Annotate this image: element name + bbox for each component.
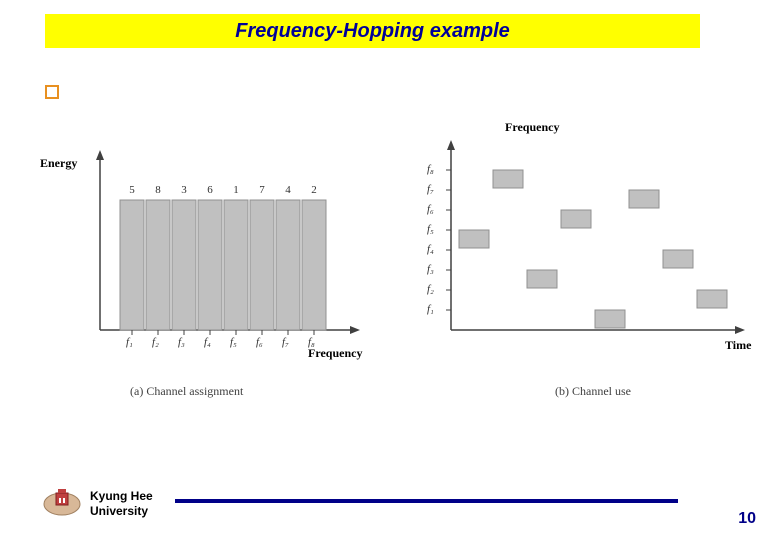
bar-tick-label: f₈ (308, 336, 315, 348)
bar-top-label: 2 (304, 184, 324, 196)
chart-a-xlabel: Frequency (308, 346, 362, 361)
bullet-icon (45, 85, 59, 99)
subfigure-a: Energy Frequency 5 f₁ 8 f₂ 3 f₃ 6 f₄ 1 f₅ 7 f₆ 4 f₇ 2 f… (30, 120, 370, 400)
bar-tick-label: f₄ (204, 336, 211, 348)
bar-top-label: 4 (278, 184, 298, 196)
footer-divider (175, 499, 678, 503)
chart-a-ylabel: Energy (40, 156, 77, 171)
freq-tick-label: f₅ (427, 223, 434, 235)
freq-tick-label: f₇ (427, 183, 434, 195)
bar-top-label: 7 (252, 184, 272, 196)
bar-top-label: 5 (122, 184, 142, 196)
chart-b-xlabel: Time (725, 338, 751, 353)
bar-tick-label: f₆ (256, 336, 263, 348)
slide-title: Frequency-Hopping example (235, 20, 510, 43)
freq-tick-label: f₄ (427, 243, 434, 255)
subfigure-b: Frequency Time f₁ f₂ f₃ f₄ f₅ f₆ f₇ f₈ (b) Chan… (415, 120, 755, 400)
freq-tick-label: f₃ (427, 263, 434, 275)
freq-tick-label: f₈ (427, 163, 434, 175)
bar-top-label: 1 (226, 184, 246, 196)
chart-b-caption: (b) Channel use (555, 384, 631, 399)
bar-tick-label: f₃ (178, 336, 185, 348)
university-name: Kyung Hee University (90, 489, 153, 518)
title-bar: Frequency-Hopping example (45, 14, 700, 48)
chart-a-caption: (a) Channel assignment (130, 384, 243, 399)
freq-tick-label: f₂ (427, 283, 434, 295)
freq-tick-label: f₆ (427, 203, 434, 215)
bar-tick-label: f₂ (152, 336, 159, 348)
bar-tick-label: f₇ (282, 336, 289, 348)
chart-a-svg (30, 120, 370, 360)
page-number: 10 (738, 510, 756, 528)
figure-area: Energy Frequency 5 f₁ 8 f₂ 3 f₃ 6 f₄ 1 f₅ 7 f₆ 4 f₇ 2 f… (30, 120, 750, 440)
bar-top-label: 3 (174, 184, 194, 196)
bar-tick-label: f₅ (230, 336, 237, 348)
university-logo (42, 486, 82, 516)
bar-tick-label: f₁ (126, 336, 133, 348)
uni-line1: Kyung Hee (90, 489, 153, 503)
chart-b-ylabel: Frequency (505, 120, 559, 135)
bar-top-label: 8 (148, 184, 168, 196)
uni-line2: University (90, 504, 148, 518)
freq-tick-label: f₁ (427, 303, 434, 315)
chart-b-svg (415, 120, 755, 360)
bar-top-label: 6 (200, 184, 220, 196)
